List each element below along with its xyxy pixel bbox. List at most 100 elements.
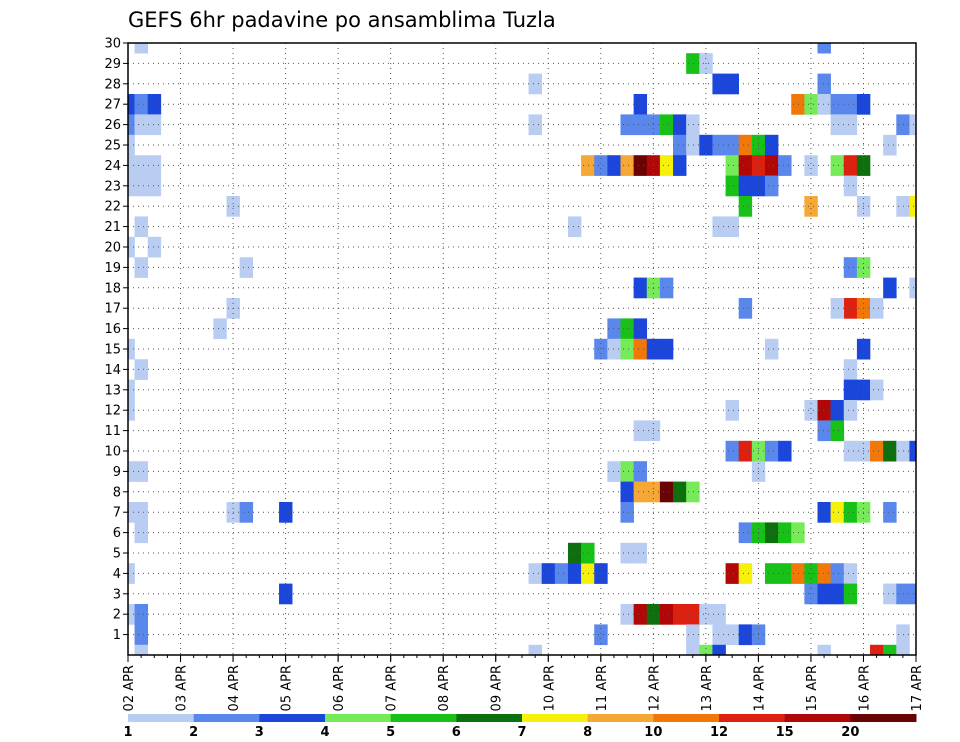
precip-cell [128, 236, 135, 258]
precip-cell [128, 563, 135, 584]
precip-cell [830, 298, 845, 319]
y-tick-label: 21 [104, 220, 121, 235]
precip-cell [134, 216, 148, 238]
precip-cell [883, 277, 897, 299]
precip-cell [620, 338, 634, 360]
y-tick-label: 20 [104, 241, 121, 256]
x-tick-label: 02 APR [122, 665, 137, 711]
precip-cell [830, 563, 845, 584]
y-tick-label: 13 [104, 383, 121, 398]
x-tick-label: 13 APR [700, 665, 715, 711]
colorbar-swatch [325, 714, 392, 722]
y-tick-label: 28 [104, 77, 121, 92]
precip-cell [147, 94, 162, 115]
precip-cell [128, 379, 135, 401]
precip-cell [134, 604, 148, 625]
precip-cell [725, 624, 739, 646]
precip-cell [909, 440, 917, 462]
precip-cell [725, 155, 739, 176]
precip-cell [128, 400, 135, 421]
precip-cell [673, 155, 687, 176]
precip-cell [128, 155, 135, 176]
colorbar-swatch [653, 714, 720, 722]
y-tick-label: 16 [104, 322, 121, 337]
precip-cell [817, 502, 831, 523]
precip-cell [764, 134, 779, 156]
precip-cell [620, 502, 634, 523]
precip-cell [134, 155, 148, 176]
precip-cell [843, 440, 858, 462]
y-tick-label: 15 [104, 343, 121, 358]
precip-cell [843, 175, 858, 197]
precip-cell [567, 542, 582, 564]
precip-cell [817, 644, 831, 656]
precip-cell [134, 114, 148, 136]
precip-cell [830, 502, 845, 523]
precip-cell [764, 440, 779, 462]
precip-cell [633, 155, 648, 176]
precip-cell [843, 400, 858, 421]
precip-cell [128, 338, 135, 360]
y-tick-label: 9 [113, 465, 121, 480]
precip-cell [699, 134, 713, 156]
precip-cell [764, 522, 779, 544]
precip-cell [620, 461, 634, 482]
y-tick-label: 18 [104, 281, 121, 296]
precip-cell [633, 94, 648, 115]
x-tick-label: 04 APR [227, 665, 242, 711]
precip-cell [817, 73, 831, 95]
x-tick-label: 16 APR [857, 665, 872, 711]
colorbar-label: 20 [841, 725, 859, 740]
precip-cell [147, 114, 162, 136]
precip-cell [830, 420, 845, 442]
y-tick-label: 4 [113, 567, 121, 582]
y-tick-label: 3 [113, 587, 121, 602]
precip-cell [843, 563, 858, 584]
precip-cell [738, 624, 753, 646]
precip-cell [528, 644, 542, 656]
precip-cell [607, 155, 621, 176]
precip-cell [134, 502, 148, 523]
precip-cell [791, 94, 805, 115]
precip-cell [738, 155, 753, 176]
colorbar-swatch [456, 714, 523, 722]
y-tick-label: 11 [104, 424, 121, 439]
precip-cell [725, 563, 739, 584]
precip-cell [134, 624, 148, 646]
precip-cell [725, 440, 739, 462]
precip-cell [594, 624, 608, 646]
precip-cell [528, 114, 542, 136]
colorbar-label: 1 [123, 725, 132, 740]
precip-cell [134, 43, 148, 54]
precip-cell [791, 522, 805, 544]
precip-cell [633, 542, 648, 564]
x-tick-label: 06 APR [332, 665, 347, 711]
precip-cell [883, 440, 897, 462]
y-tick-label: 29 [104, 57, 121, 72]
colorbar-swatch [193, 714, 260, 722]
precip-cell [620, 318, 634, 340]
precip-cell [896, 644, 910, 656]
precip-cell [239, 502, 254, 523]
x-tick-label: 14 APR [752, 665, 767, 711]
precip-cell [725, 216, 739, 238]
x-tick-label: 11 APR [595, 665, 610, 711]
precip-cell [134, 94, 148, 115]
precip-cell [128, 461, 135, 482]
precip-cell [686, 624, 700, 646]
precip-cell [620, 604, 634, 625]
precip-cell [147, 155, 162, 176]
colorbar-swatch [259, 714, 326, 722]
precip-cell [725, 73, 739, 95]
x-tick-label: 17 APR [910, 665, 925, 711]
y-tick-label: 8 [113, 485, 121, 500]
precip-cell [673, 114, 687, 136]
precip-cell [843, 257, 858, 278]
x-tick-label: 03 APR [175, 665, 190, 711]
y-tick-label: 5 [113, 547, 121, 562]
precip-cell [764, 563, 779, 584]
precip-cell [633, 338, 648, 360]
precip-cell [633, 318, 648, 340]
precip-cell [738, 440, 753, 462]
